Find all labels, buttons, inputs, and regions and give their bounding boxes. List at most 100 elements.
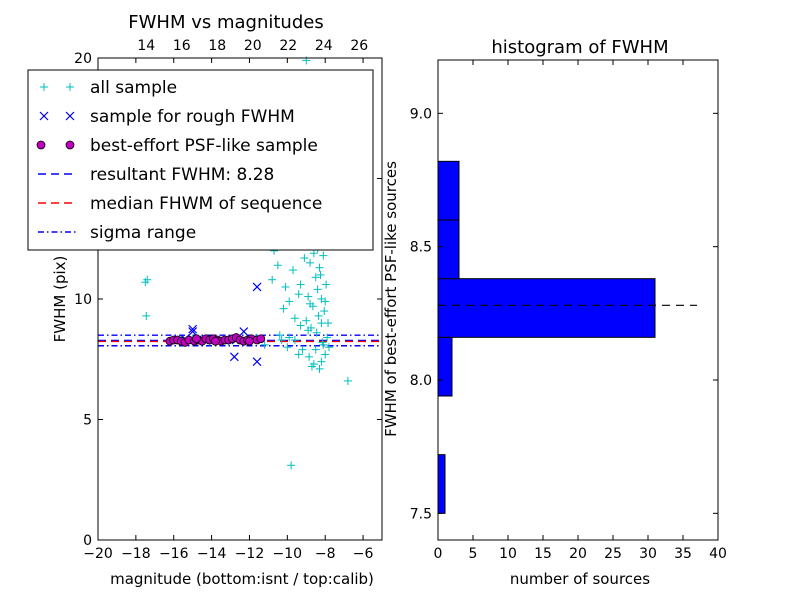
x-tick-label: 40 xyxy=(709,546,727,562)
plus-marker xyxy=(343,376,352,385)
x-marker xyxy=(252,357,262,367)
plus-marker xyxy=(268,275,277,284)
plus-marker xyxy=(289,266,298,275)
y-tick-label: 7.5 xyxy=(410,506,432,522)
histogram-bar xyxy=(437,219,460,280)
y-axis-ticks: 7.5 8.0 8.5 9.0 xyxy=(410,106,718,522)
top-tick-label: 18 xyxy=(208,38,226,54)
plus-marker xyxy=(306,299,315,308)
legend-entry: best-effort PSF-like sample xyxy=(36,136,318,156)
x-marker-b xyxy=(239,327,249,336)
top-tick-label: 20 xyxy=(244,38,262,54)
y-tick-label: 8.5 xyxy=(410,240,432,256)
x-marker-b xyxy=(252,357,262,367)
plus-marker xyxy=(323,333,332,342)
plus-marker xyxy=(306,258,315,267)
plus-marker xyxy=(294,290,303,299)
y-tick-label: 10 xyxy=(74,292,92,308)
plus-marker xyxy=(309,249,318,258)
plus-marker xyxy=(285,333,294,342)
y-tick-label: 9.0 xyxy=(410,106,432,122)
plus-marker xyxy=(290,314,299,323)
legend-items: all sample sample for rough FWHM best-effo… xyxy=(36,78,322,243)
plus-marker xyxy=(277,335,286,344)
plus-marker xyxy=(324,319,333,328)
plus-marker xyxy=(311,345,320,354)
x-axis-label: magnitude (bottom:isnt / top:calib) xyxy=(110,570,374,588)
reference-lines xyxy=(98,334,382,347)
x-marker-b xyxy=(188,324,198,334)
plus-marker xyxy=(294,350,303,359)
x-marker xyxy=(188,324,198,334)
y-axis-label: FWHM of best-effort PSF-like sources xyxy=(382,161,400,437)
legend-circle xyxy=(36,140,46,150)
plus-marker xyxy=(313,285,322,294)
x-tick-label: −20 xyxy=(83,546,113,562)
x-tick-label: −16 xyxy=(159,546,189,562)
plus-marker xyxy=(312,328,321,337)
x-tick-label: 5 xyxy=(469,546,478,562)
plus-marker xyxy=(314,311,323,320)
y-axis-label: FWHM (pix) xyxy=(51,256,69,343)
x-axis-label: number of sources xyxy=(510,570,650,588)
legend-entry: all sample xyxy=(40,78,177,98)
legend-label: median FHWM of sequence xyxy=(90,194,322,214)
x-tick-label: 0 xyxy=(434,546,443,562)
plus-marker xyxy=(320,307,329,316)
plus-marker xyxy=(302,316,311,325)
legend-label: sigma range xyxy=(90,223,196,243)
x-tick-label: −14 xyxy=(197,546,227,562)
plus-marker xyxy=(290,335,299,344)
plus-marker xyxy=(281,282,290,291)
top-tick-label: 24 xyxy=(315,38,333,54)
chart-title: histogram of FWHM xyxy=(491,37,668,58)
top-tick-label: 14 xyxy=(137,38,155,54)
x-marker-b xyxy=(188,327,198,336)
legend-entry: sample for rough FWHM xyxy=(39,107,295,127)
circle-marker xyxy=(245,336,254,346)
plus-marker xyxy=(142,311,151,320)
plus-marker xyxy=(296,321,305,330)
x-tick-label: 25 xyxy=(604,546,622,562)
x-axis-ticks: −20 −18 −16 −14 −12 −10 −8 −6 xyxy=(83,58,373,562)
y-tick-label: 8.0 xyxy=(410,373,432,389)
x-tick-label: 30 xyxy=(639,546,657,562)
x-tick-label: 10 xyxy=(499,546,517,562)
x-marker xyxy=(252,282,262,292)
data-points xyxy=(141,56,352,470)
legend-label: resultant FWHM: 8.28 xyxy=(90,165,274,185)
plus-marker xyxy=(273,261,282,270)
x-tick-label: −6 xyxy=(353,546,374,562)
circle-marker xyxy=(192,334,201,344)
legend-x-b xyxy=(39,111,49,121)
x-marker xyxy=(229,352,239,362)
x-tick-label: 20 xyxy=(569,546,587,562)
plus-marker xyxy=(319,251,328,260)
legend-entry: median FHWM of sequence xyxy=(38,194,322,214)
plus-marker xyxy=(305,352,314,361)
x-tick-label: 35 xyxy=(674,546,692,562)
histogram-bars xyxy=(437,160,656,514)
x-tick-label: −10 xyxy=(273,546,303,562)
plus-marker xyxy=(300,254,309,263)
x-marker xyxy=(239,327,249,336)
x-tick-label: −8 xyxy=(315,546,336,562)
plus-marker xyxy=(275,331,284,340)
legend-entry: resultant FWHM: 8.28 xyxy=(38,165,274,185)
plus-marker xyxy=(315,263,324,272)
plus-marker xyxy=(311,273,320,282)
plus-marker xyxy=(317,357,326,366)
y-tick-label: 0 xyxy=(83,533,92,549)
plus-marker xyxy=(298,345,307,354)
circle-marker xyxy=(210,336,220,346)
plus-marker xyxy=(304,326,313,335)
legend-box xyxy=(27,69,374,251)
top-axis-ticks: 14 16 18 20 22 24 26 xyxy=(137,38,368,54)
histogram-bar xyxy=(437,278,656,338)
legend: all sample sample for rough FWHM best-effo… xyxy=(27,69,374,251)
plus-marker xyxy=(279,304,288,313)
legend-label: all sample xyxy=(90,78,177,98)
plus-marker xyxy=(287,461,296,470)
plus-marker xyxy=(304,292,313,301)
x-marker xyxy=(188,327,198,336)
